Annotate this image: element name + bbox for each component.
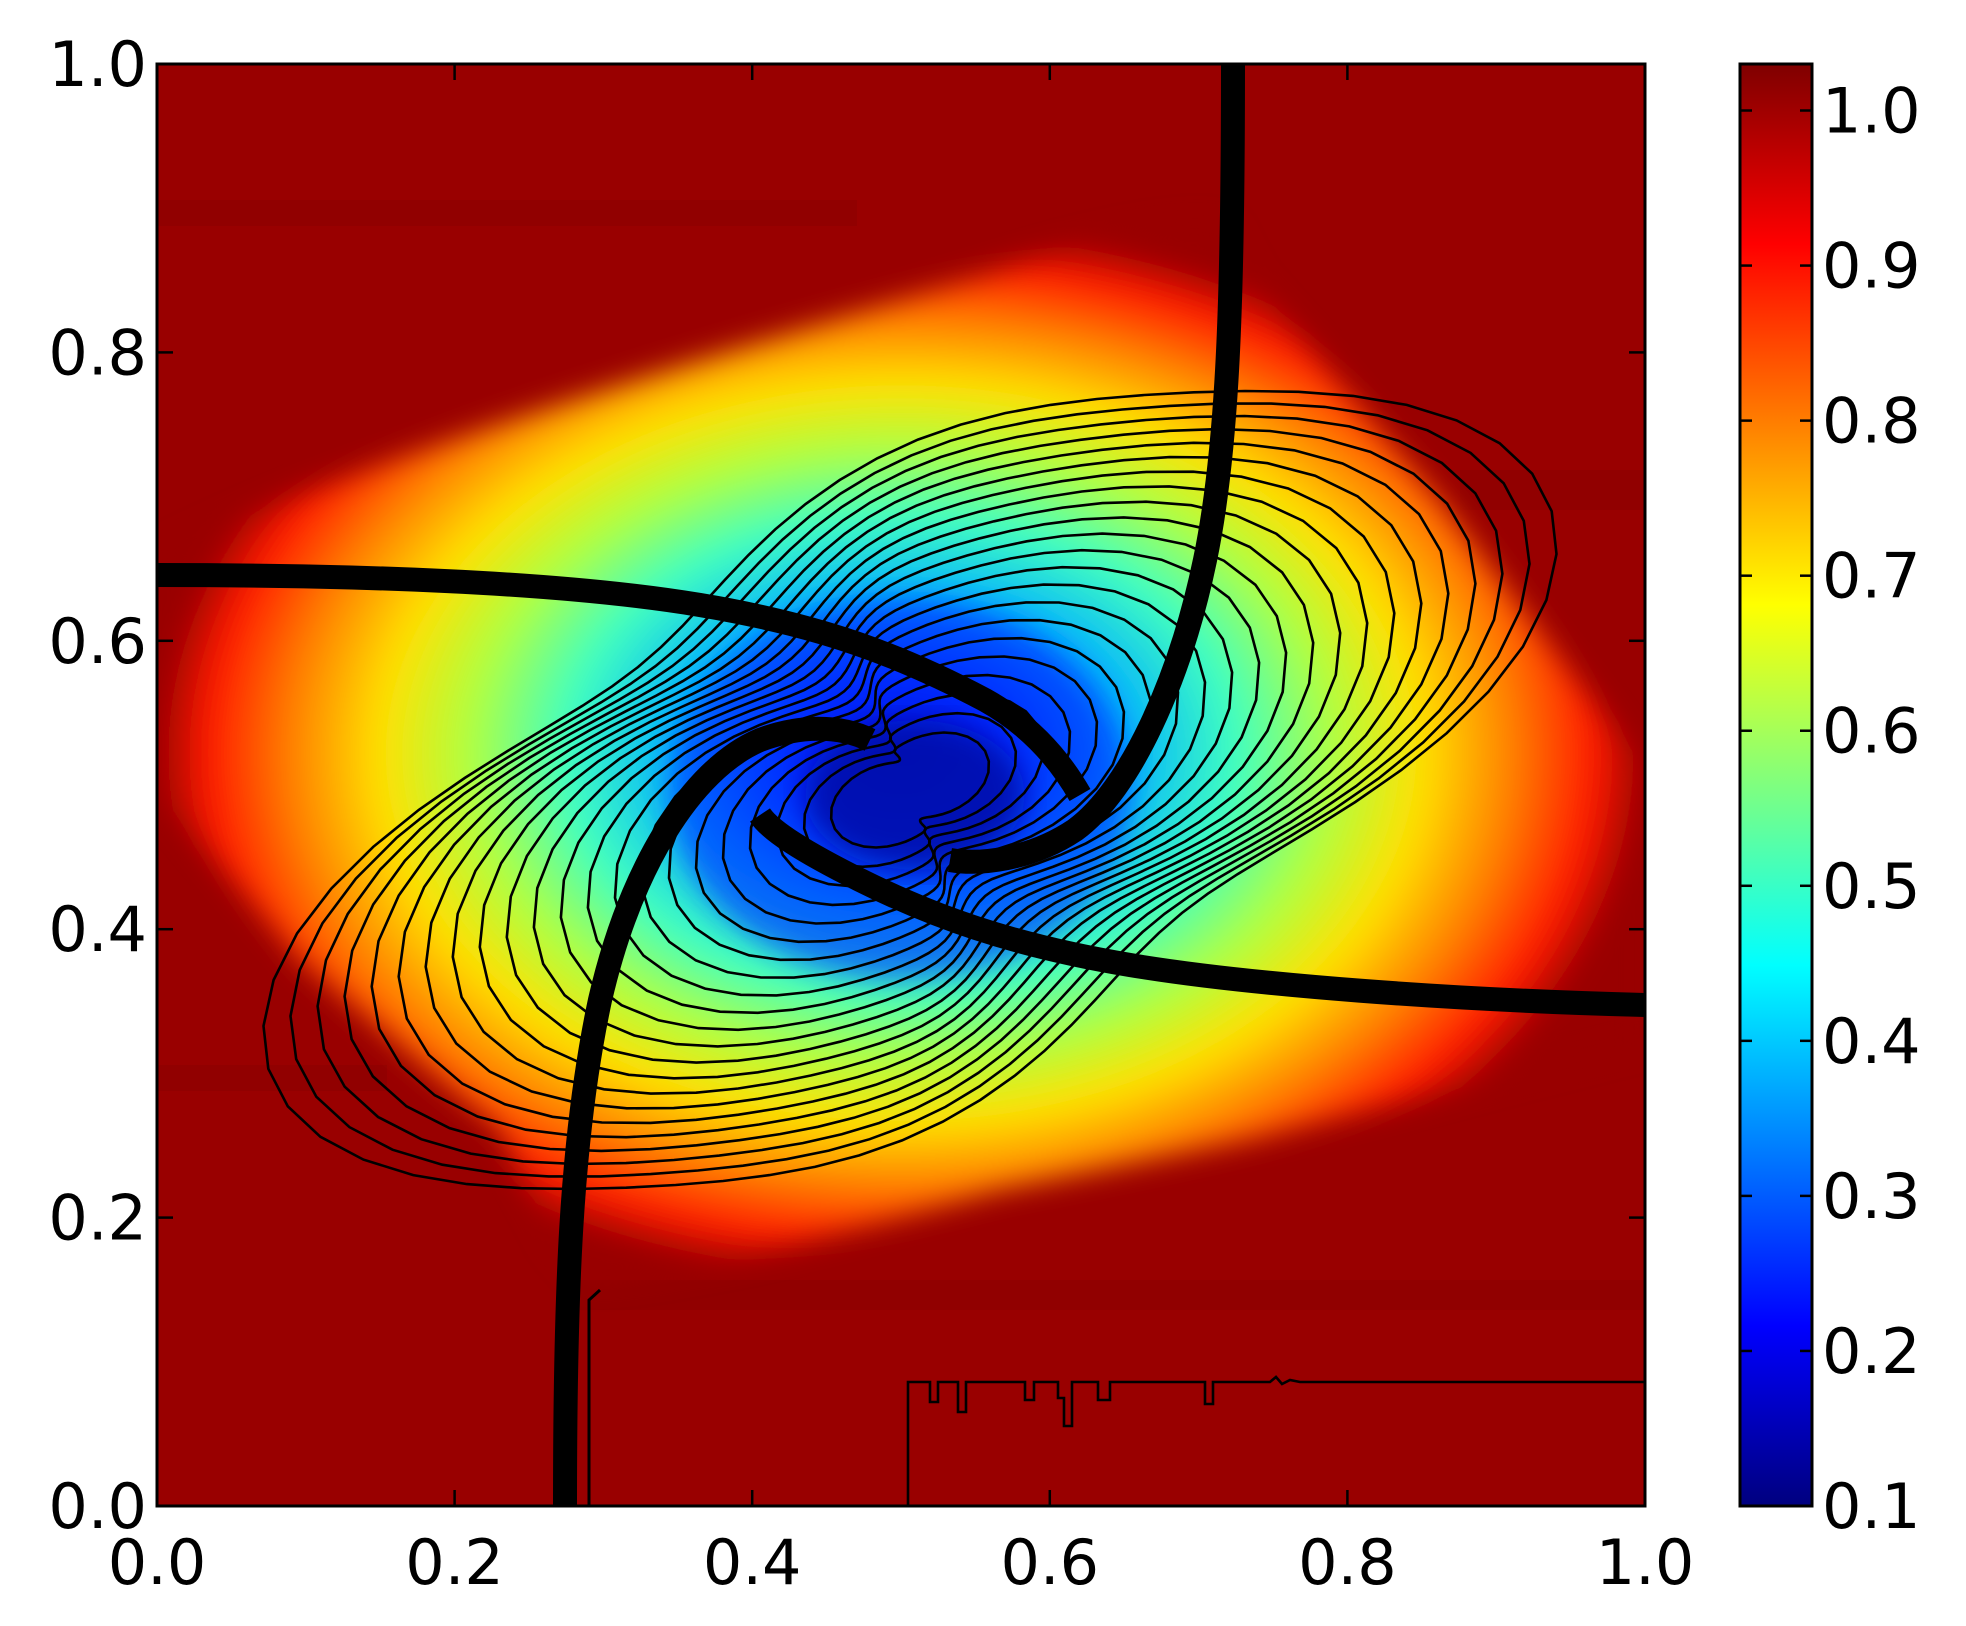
colorbar-tick-label: 0.8 xyxy=(1822,385,1921,458)
contour-line xyxy=(262,389,1558,1191)
contour-line xyxy=(397,455,1423,1125)
shock-lines xyxy=(157,64,1645,1506)
contour-line xyxy=(424,470,1396,1110)
x-tick-label: 0.2 xyxy=(405,1526,504,1599)
y-axis: 0.0 0.2 0.4 0.6 0.8 1.0 xyxy=(48,28,1645,1543)
x-tick-label: 1.0 xyxy=(1596,1526,1695,1599)
y-tick-label: 0.6 xyxy=(48,605,147,678)
contour-line xyxy=(505,516,1315,1064)
background-band xyxy=(157,200,857,226)
colorbar-ticks: 0.1 0.2 0.3 0.4 0.5 0.6 0.7 0.8 0.9 1.0 xyxy=(1740,75,1921,1543)
y-tick-label: 0.2 xyxy=(48,1182,147,1255)
x-tick-label: 0.0 xyxy=(108,1526,207,1599)
background-band xyxy=(1460,470,1645,510)
colorbar-tick-label: 0.7 xyxy=(1822,540,1921,613)
contour-line xyxy=(721,655,1099,925)
contour-line xyxy=(586,565,1234,1015)
x-tick-label: 0.4 xyxy=(703,1526,802,1599)
contour-line xyxy=(478,500,1342,1080)
y-tick-label: 0.0 xyxy=(48,1470,147,1543)
colorbar: 0.1 0.2 0.3 0.4 0.5 0.6 0.7 0.8 0.9 1.0 xyxy=(1738,62,1921,1543)
contour-line xyxy=(343,427,1477,1153)
vortex-field xyxy=(157,226,1645,1281)
field-core-inner xyxy=(805,720,1025,870)
plot-area xyxy=(157,64,1645,1506)
colorbar-frame xyxy=(1738,62,1814,1508)
colorbar-tick-label: 0.6 xyxy=(1822,695,1921,768)
shock-lower-right xyxy=(750,807,1645,1017)
shock-lower-left xyxy=(553,716,876,1506)
contour-line xyxy=(559,548,1261,1032)
contour-line xyxy=(748,673,1072,907)
axes-frame xyxy=(155,62,1647,1508)
contour-line xyxy=(532,532,1288,1048)
colorbar-tick-label: 0.4 xyxy=(1822,1005,1921,1078)
colorbar-gradient xyxy=(1740,64,1812,1506)
colorbar-tick-label: 0.3 xyxy=(1822,1160,1921,1233)
contour-line xyxy=(613,583,1207,997)
contour-lines xyxy=(262,389,1558,1191)
x-axis: 0.0 0.2 0.4 0.6 0.8 1.0 xyxy=(108,64,1695,1599)
shock-upper-left xyxy=(157,563,1091,802)
contour-line xyxy=(316,414,1504,1166)
contour-line xyxy=(829,731,991,849)
contour-line xyxy=(802,711,1018,869)
y-tick-label: 0.8 xyxy=(48,316,147,389)
colorbar-tick-label: 0.5 xyxy=(1822,850,1921,923)
x-tick-label: 0.6 xyxy=(1000,1526,1099,1599)
step-contour xyxy=(906,1375,1645,1506)
colorbar-tick-label: 0.1 xyxy=(1822,1470,1921,1543)
background-band xyxy=(580,1280,1645,1310)
contour-line xyxy=(451,485,1369,1095)
colorbar-tick-label: 0.2 xyxy=(1822,1315,1921,1388)
colorbar-tick-label: 1.0 xyxy=(1822,75,1921,148)
y-tick-label: 1.0 xyxy=(48,28,147,101)
colorbar-tick-label: 0.9 xyxy=(1822,230,1921,303)
contour-line xyxy=(289,402,1531,1178)
y-tick-label: 0.4 xyxy=(48,893,147,966)
contour-line xyxy=(370,441,1450,1139)
x-tick-label: 0.8 xyxy=(1298,1526,1397,1599)
shock-upper-right xyxy=(948,64,1245,874)
lower-left-contour xyxy=(587,1288,602,1506)
